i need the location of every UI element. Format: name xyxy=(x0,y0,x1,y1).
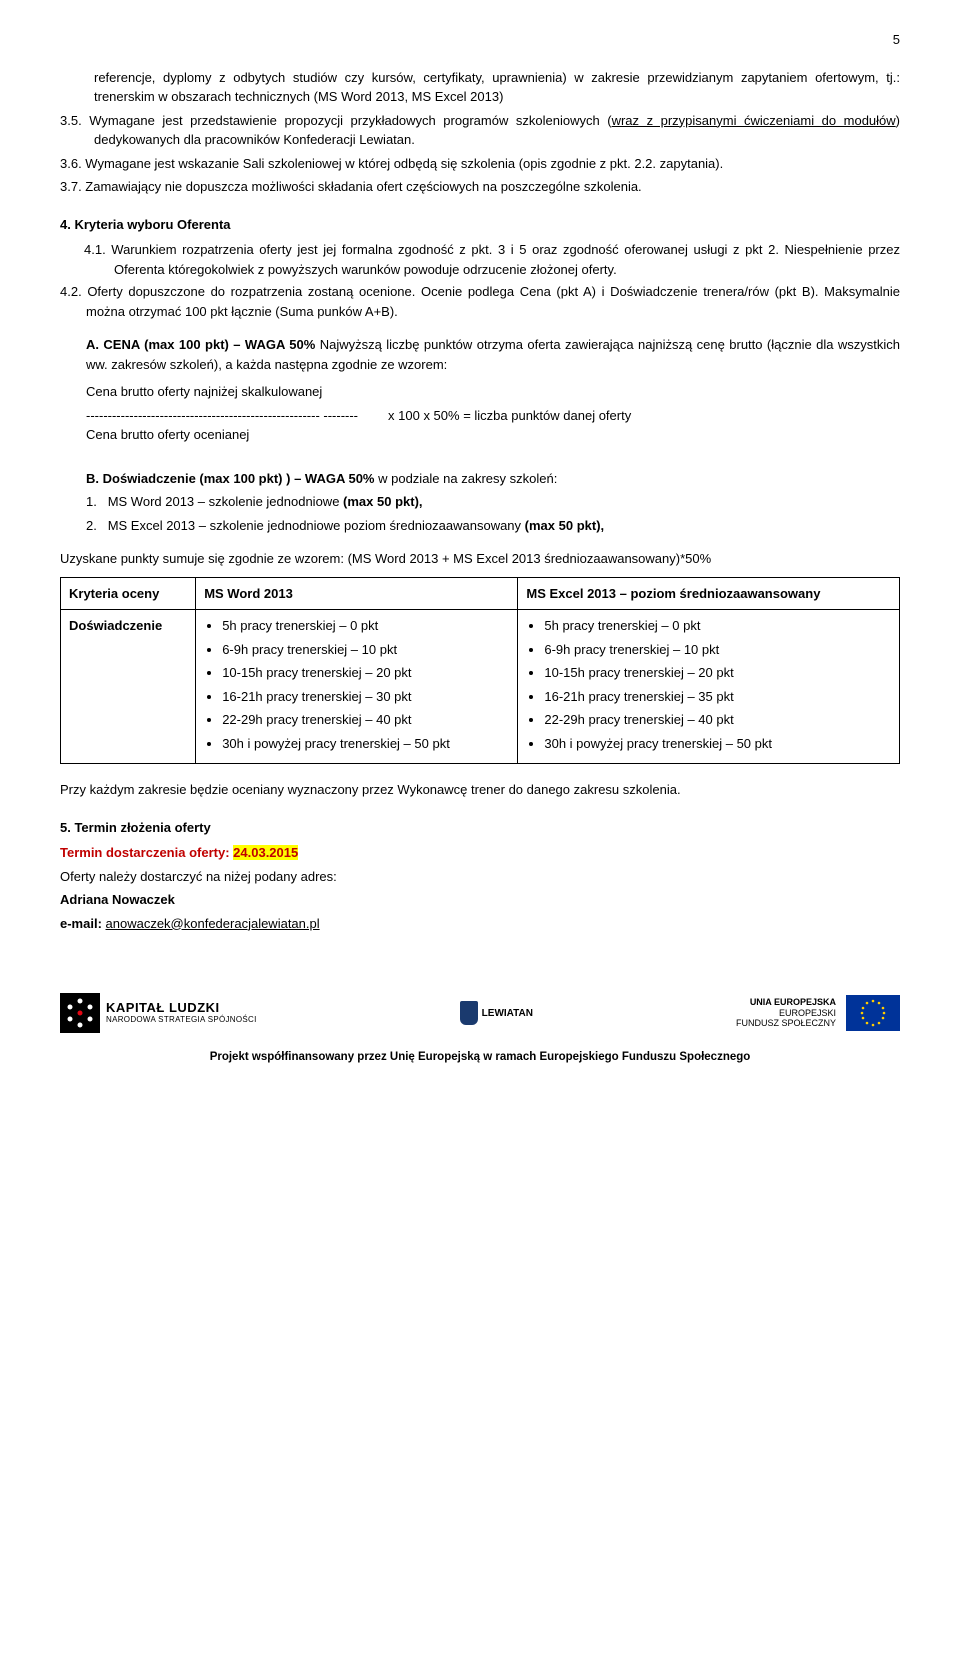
col-excel: MS Excel 2013 – poziom średniozaawansowa… xyxy=(518,577,900,610)
termin-line: Termin dostarczenia oferty: 24.03.2015 xyxy=(60,843,900,863)
cell-doswiadczenie: Doświadczenie xyxy=(61,610,196,764)
section-4-title: 4. Kryteria wyboru Oferenta xyxy=(60,215,900,235)
points-sum-line: Uzyskane punkty sumuje się zgodnie ze wz… xyxy=(60,549,900,569)
cena-bottom: Cena brutto oferty ocenianej xyxy=(60,425,900,445)
word-item-0: 5h pracy trenerskiej – 0 pkt xyxy=(222,616,509,636)
kapital-ludzki-logo: KAPITAŁ LUDZKI NARODOWA STRATEGIA SPÓJNO… xyxy=(60,993,257,1033)
contact-name: Adriana Nowaczek xyxy=(60,890,900,910)
criteria-table: Kryteria oceny MS Word 2013 MS Excel 201… xyxy=(60,577,900,765)
word-item-5: 30h i powyżej pracy trenerskiej – 50 pkt xyxy=(222,734,509,754)
b-item-2: 2. MS Excel 2013 – szkolenie jednodniowe… xyxy=(60,516,900,536)
eu-line-1: UNIA EUROPEJSKA xyxy=(736,997,836,1008)
para-4-2: 4.2. Oferty dopuszczone do rozpatrzenia … xyxy=(60,282,900,321)
page-number: 5 xyxy=(60,30,900,50)
eu-flag-icon xyxy=(846,995,900,1031)
criteria-b-rest: w podziale na zakresy szkoleń: xyxy=(375,471,558,486)
criteria-b-bold: B. Doświadczenie (max 100 pkt) ) – WAGA … xyxy=(86,471,375,486)
table-header-row: Kryteria oceny MS Word 2013 MS Excel 201… xyxy=(61,577,900,610)
col-kryteria: Kryteria oceny xyxy=(61,577,196,610)
col-word: MS Word 2013 xyxy=(196,577,518,610)
word-item-1: 6-9h pracy trenerskiej – 10 pkt xyxy=(222,640,509,660)
after-table-line: Przy każdym zakresie będzie oceniany wyz… xyxy=(60,780,900,800)
intro-line-4: 3.7. Zamawiający nie dopuszcza możliwośc… xyxy=(60,177,900,197)
intro-line-1: referencje, dyplomy z odbytych studiów c… xyxy=(60,68,900,107)
b-item-1-pre: MS Word 2013 – szkolenie jednodniowe xyxy=(108,494,343,509)
cell-excel-list: 5h pracy trenerskiej – 0 pkt 6-9h pracy … xyxy=(518,610,900,764)
kl-title: KAPITAŁ LUDZKI xyxy=(106,1001,257,1015)
intro-line-2: 3.5. Wymagane jest przedstawienie propoz… xyxy=(60,111,900,150)
para-4-1: 4.1. Warunkiem rozpatrzenia oferty jest … xyxy=(60,240,900,279)
footer-logos: KAPITAŁ LUDZKI NARODOWA STRATEGIA SPÓJNO… xyxy=(60,993,900,1033)
cell-word-list: 5h pracy trenerskiej – 0 pkt 6-9h pracy … xyxy=(196,610,518,764)
kl-subtitle: NARODOWA STRATEGIA SPÓJNOŚCI xyxy=(106,1016,257,1025)
criteria-a-bold: A. CENA (max 100 pkt) – WAGA 50% xyxy=(86,337,315,352)
excel-item-0: 5h pracy trenerskiej – 0 pkt xyxy=(544,616,891,636)
word-item-3: 16-21h pracy trenerskiej – 30 pkt xyxy=(222,687,509,707)
intro-line-2-pre: 3.5. Wymagane jest przedstawienie propoz… xyxy=(60,113,612,128)
email-address: anowaczek@konfederacjalewiatan.pl xyxy=(106,916,320,931)
b-item-2-bold: (max 50 pkt), xyxy=(525,518,604,533)
excel-item-2: 10-15h pracy trenerskiej – 20 pkt xyxy=(544,663,891,683)
excel-item-4: 22-29h pracy trenerskiej – 40 pkt xyxy=(544,710,891,730)
b-item-1: 1. MS Word 2013 – szkolenie jednodniowe … xyxy=(60,492,900,512)
email-line: e-mail: anowaczek@konfederacjalewiatan.p… xyxy=(60,914,900,934)
termin-date: 24.03.2015 xyxy=(233,845,298,860)
criteria-a: A. CENA (max 100 pkt) – WAGA 50% Najwyżs… xyxy=(60,335,900,374)
lewiatan-text: LEWIATAN xyxy=(482,1006,533,1021)
excel-item-3: 16-21h pracy trenerskiej – 35 pkt xyxy=(544,687,891,707)
table-data-row: Doświadczenie 5h pracy trenerskiej – 0 p… xyxy=(61,610,900,764)
criteria-b: B. Doświadczenie (max 100 pkt) ) – WAGA … xyxy=(60,469,900,489)
eu-line-3: FUNDUSZ SPOŁECZNY xyxy=(736,1018,836,1029)
excel-item-5: 30h i powyżej pracy trenerskiej – 50 pkt xyxy=(544,734,891,754)
b-item-2-pre: MS Excel 2013 – szkolenie jednodniowe po… xyxy=(108,518,525,533)
b-item-1-bold: (max 50 pkt), xyxy=(343,494,422,509)
formula-right: x 100 x 50% = liczba punktów danej ofert… xyxy=(358,406,631,426)
eu-logo: UNIA EUROPEJSKA EUROPEJSKI FUNDUSZ SPOŁE… xyxy=(736,995,900,1031)
section-5-title: 5. Termin złożenia oferty xyxy=(60,818,900,838)
intro-line-2-underline: wraz z przypisanymi ćwiczeniami do moduł… xyxy=(612,113,896,128)
cena-top: Cena brutto oferty najniżej skalkulowane… xyxy=(60,382,900,402)
lewiatan-icon xyxy=(460,1001,478,1025)
intro-line-3: 3.6. Wymagane jest wskazanie Sali szkole… xyxy=(60,154,900,174)
excel-item-1: 6-9h pracy trenerskiej – 10 pkt xyxy=(544,640,891,660)
adres-line: Oferty należy dostarczyć na niżej podany… xyxy=(60,867,900,887)
formula-dashes: ----------------------------------------… xyxy=(86,406,358,426)
word-item-4: 22-29h pracy trenerskiej – 40 pkt xyxy=(222,710,509,730)
word-item-2: 10-15h pracy trenerskiej – 20 pkt xyxy=(222,663,509,683)
eu-line-2: EUROPEJSKI xyxy=(736,1008,836,1019)
email-label: e-mail: xyxy=(60,916,106,931)
termin-label: Termin dostarczenia oferty: xyxy=(60,845,230,860)
lewiatan-logo: LEWIATAN xyxy=(460,1001,533,1025)
footer-cofinancing-line: Projekt współfinansowany przez Unię Euro… xyxy=(60,1049,900,1066)
kl-star-icon xyxy=(60,993,100,1033)
